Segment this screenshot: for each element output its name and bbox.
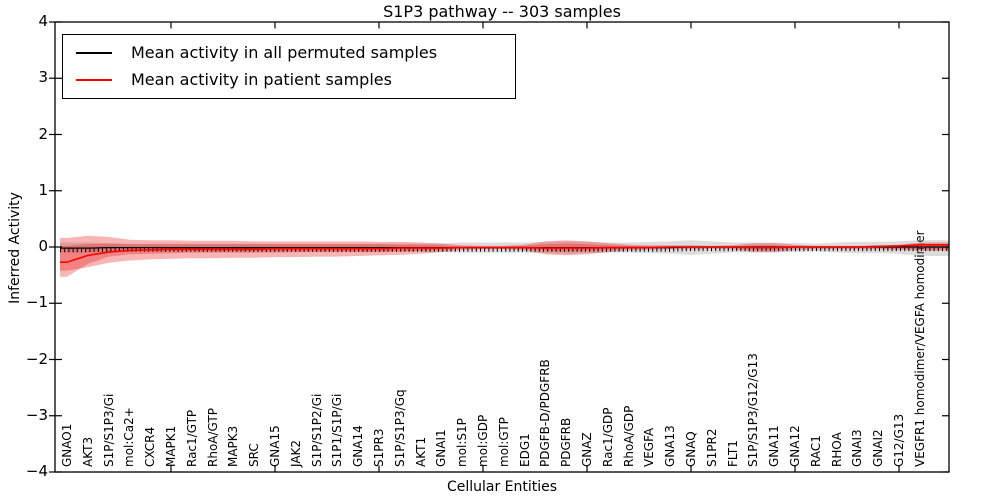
entity-label: GNA11 (767, 425, 782, 467)
entity-label: PDGFRB (559, 417, 574, 467)
entity-label: S1P/S1P3/Gq (392, 389, 407, 467)
patient-samples-std-band-outer (60, 235, 949, 271)
entity-label: GNA12 (788, 425, 802, 467)
entity-label: S1P1/S1P/Gi (330, 393, 345, 467)
chart-title: S1P3 pathway -- 303 samples (383, 2, 621, 21)
entity-label: mol:GDP (476, 414, 490, 467)
entity-label: MAPK1 (164, 425, 178, 467)
entity-label: EDG1 (517, 433, 532, 467)
y-tick-label: 4 (38, 12, 48, 30)
patient-mean-line (60, 244, 949, 264)
y-tick-label: 3 (38, 68, 48, 87)
entity-label: GNA13 (663, 425, 678, 467)
entity-label: VEGFR1 homodimer/VEGFA homodimer (912, 230, 927, 467)
permuted-line-swatch (76, 51, 112, 54)
entity-label: JAK2 (288, 439, 303, 467)
entity-label: GNAZ (580, 432, 594, 467)
y-tick-label: 1 (38, 180, 48, 199)
entity-label: GNAI2 (871, 429, 886, 467)
entity-label: VEGFA (642, 427, 657, 467)
entity-label: RHOA (829, 432, 844, 467)
entity-label: PDGFB-D/PDGFRB (538, 359, 553, 467)
legend-label-permuted: Mean activity in all permuted samples (131, 43, 438, 62)
entity-label: S1P/S1P3/G12/G13 (746, 353, 761, 467)
y-tick-label: −4 (25, 462, 48, 480)
entity-label: mol:S1P (455, 418, 470, 467)
legend-row-patient: Mean activity in patient samples (63, 66, 515, 93)
entity-label: RhoA/GTP (205, 408, 220, 467)
legend-box: Mean activity in all permuted samples Me… (62, 34, 516, 99)
patient-line-swatch (76, 78, 112, 81)
entity-label: mol:GTP (496, 417, 511, 467)
entity-label: S1P/S1P3/Gi (101, 393, 116, 467)
legend-row-permuted: Mean activity in all permuted samples (63, 39, 515, 66)
entity-label: mol:Ca2+ (122, 407, 137, 467)
entity-label: CXCR4 (143, 426, 158, 467)
entity-label: FLT1 (725, 440, 740, 467)
legend-label-patient: Mean activity in patient samples (131, 70, 392, 89)
entity-label: RhoA/GDP (621, 405, 636, 467)
entity-label: AKT1 (413, 436, 428, 467)
entity-label: S1P/S1P2/Gi (309, 393, 324, 467)
permuted-mean-line-ticks (60, 247, 949, 253)
entity-label: RAC1 (808, 435, 823, 467)
entity-label: GNA15 (268, 425, 282, 467)
entity-label: GNAI1 (434, 429, 449, 467)
entity-label: GNA14 (351, 425, 366, 467)
entity-label: Rac1/GTP (184, 409, 199, 467)
entity-label: SRC (247, 443, 262, 467)
y-tick-label: −3 (25, 405, 48, 424)
y-tick-label: 0 (38, 237, 48, 255)
entity-label: GNAQ (684, 431, 698, 467)
entity-label: MAPK3 (226, 425, 241, 467)
entity-label: AKT3 (80, 436, 95, 467)
permuted-samples-std-band (60, 240, 949, 256)
entity-label: G12/G13 (892, 413, 906, 467)
entity-label: S1PR2 (704, 428, 719, 467)
entity-label: Rac1/GDP (600, 407, 615, 467)
entity-label: S1PR3 (372, 428, 386, 467)
y-tick-label: −2 (25, 349, 48, 368)
y-tick-label: 2 (38, 124, 48, 143)
entity-label: GNAO1 (60, 423, 74, 467)
x-axis-label: Cellular Entities (446, 479, 558, 495)
permuted-mean-line (60, 246, 949, 249)
patient-samples-std-band-inner (60, 243, 949, 277)
entity-label: GNAI3 (850, 429, 865, 467)
y-tick-label: −1 (25, 293, 48, 312)
